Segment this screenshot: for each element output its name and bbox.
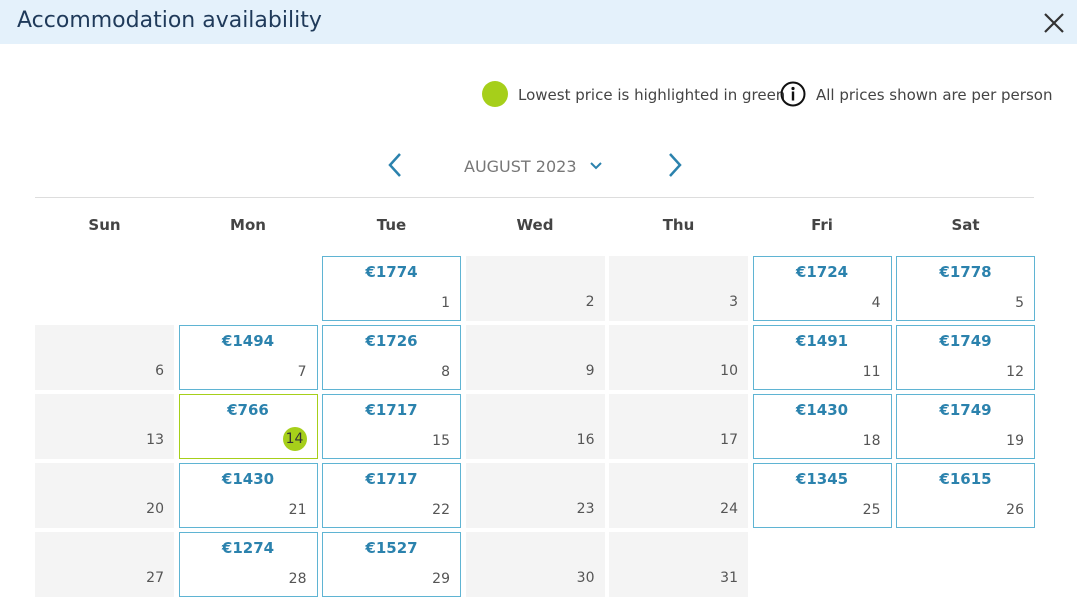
day-cell: 16 xyxy=(465,394,605,459)
price: €766 xyxy=(227,401,269,419)
day-cell-available[interactable]: €1749 19 xyxy=(896,394,1035,459)
day-cell-available[interactable]: €1494 7 xyxy=(178,325,318,390)
day-cell-available[interactable]: €1778 5 xyxy=(896,256,1035,321)
weekday: Sun xyxy=(88,216,121,234)
day-cell: 30 xyxy=(465,532,605,597)
day-cell-available[interactable]: €1274 28 xyxy=(178,532,318,597)
day-cell: 6 xyxy=(35,325,174,390)
day-number: 17 xyxy=(720,432,738,448)
day-number: 15 xyxy=(432,433,450,449)
prev-month[interactable] xyxy=(386,152,406,178)
day-cell: 17 xyxy=(609,394,748,459)
price: €1724 xyxy=(795,263,849,281)
day-number: 8 xyxy=(441,364,450,380)
day-number: 22 xyxy=(432,502,450,518)
day-number: 30 xyxy=(576,570,595,586)
day-cell: 2 xyxy=(465,256,605,321)
day-cell-available[interactable]: €1491 11 xyxy=(752,325,892,390)
day-number: 6 xyxy=(155,363,164,379)
price: €1778 xyxy=(939,263,992,281)
day-cell-available[interactable]: €1345 25 xyxy=(752,463,892,528)
price: €1527 xyxy=(365,539,418,557)
day-number: 5 xyxy=(1015,295,1024,311)
day-number: 16 xyxy=(576,432,595,448)
day-cell: 31 xyxy=(609,532,748,597)
price: €1430 xyxy=(795,401,849,419)
price: €1774 xyxy=(365,263,418,281)
day-cell-available[interactable]: €1430 21 xyxy=(178,463,318,528)
day-cell: 10 xyxy=(609,325,748,390)
price: €1494 xyxy=(221,332,275,350)
next-month[interactable] xyxy=(664,152,684,178)
day-number: 7 xyxy=(297,364,307,380)
day-cell: 3 xyxy=(609,256,748,321)
weekday: Tue xyxy=(376,216,407,234)
day-cell: 20 xyxy=(35,463,174,528)
close-button[interactable] xyxy=(1043,12,1065,34)
price: €1717 xyxy=(365,401,418,419)
weekday: Mon xyxy=(230,216,266,234)
day-number: 31 xyxy=(720,570,738,586)
month-dropdown[interactable] xyxy=(588,160,604,172)
day-number: 18 xyxy=(862,433,881,449)
day-number: 12 xyxy=(1006,364,1024,380)
day-number: 4 xyxy=(871,295,881,311)
day-number: 26 xyxy=(1006,502,1024,518)
day-cell-available[interactable]: €766 14 xyxy=(178,394,318,459)
day-cell: 9 xyxy=(465,325,605,390)
weekday: Sat xyxy=(951,216,980,234)
day-number: 1 xyxy=(441,295,450,311)
price: €1749 xyxy=(939,401,992,419)
day-number: 2 xyxy=(585,294,595,310)
price: €1274 xyxy=(221,539,275,557)
day-number: 28 xyxy=(288,571,307,587)
day-cell-available[interactable]: €1527 29 xyxy=(322,532,461,597)
day-cell-available[interactable]: €1717 15 xyxy=(322,394,461,459)
day-number: 24 xyxy=(720,501,738,517)
info-icon xyxy=(780,81,806,107)
day-number: 13 xyxy=(146,432,164,448)
weekday: Wed xyxy=(516,216,554,234)
day-number: 9 xyxy=(585,363,595,379)
day-number: 11 xyxy=(862,364,881,380)
month-label[interactable]: AUGUST 2023 xyxy=(464,157,577,176)
dialog-title: Accommodation availability xyxy=(17,8,322,33)
legend-note: All prices shown are per person xyxy=(816,86,1053,104)
weekday: Thu xyxy=(662,216,695,234)
price: €1717 xyxy=(365,470,418,488)
day-number: 3 xyxy=(729,294,738,310)
day-number: 14 xyxy=(282,427,307,451)
price: €1615 xyxy=(939,470,992,488)
day-cell-available[interactable]: €1726 8 xyxy=(322,325,461,390)
day-number: 29 xyxy=(432,571,450,587)
divider xyxy=(35,197,1034,198)
day-cell: 13 xyxy=(35,394,174,459)
day-number: 10 xyxy=(720,363,738,379)
legend-lowest: Lowest price is highlighted in green xyxy=(518,86,786,104)
day-cell-available[interactable]: €1774 1 xyxy=(322,256,461,321)
day-cell-available[interactable]: €1724 4 xyxy=(752,256,892,321)
day-cell: 24 xyxy=(609,463,748,528)
price: €1726 xyxy=(365,332,418,350)
green-dot xyxy=(482,81,508,107)
day-cell-available[interactable]: €1749 12 xyxy=(896,325,1035,390)
price: €1749 xyxy=(939,332,992,350)
day-number: 27 xyxy=(146,570,164,586)
day-number: 23 xyxy=(576,501,595,517)
day-cell: 23 xyxy=(465,463,605,528)
day-cell-available[interactable]: €1430 18 xyxy=(752,394,892,459)
weekday: Fri xyxy=(811,216,833,234)
day-cell-available[interactable]: €1615 26 xyxy=(896,463,1035,528)
day-number: 25 xyxy=(862,502,881,518)
day-cell: 27 xyxy=(35,532,174,597)
day-number: 21 xyxy=(288,502,307,518)
price: €1345 xyxy=(795,470,849,488)
header xyxy=(0,0,1077,44)
price: €1430 xyxy=(221,470,275,488)
price: €1491 xyxy=(795,332,849,350)
day-number: 19 xyxy=(1006,433,1024,449)
day-cell-available[interactable]: €1717 22 xyxy=(322,463,461,528)
day-number: 20 xyxy=(146,501,164,517)
